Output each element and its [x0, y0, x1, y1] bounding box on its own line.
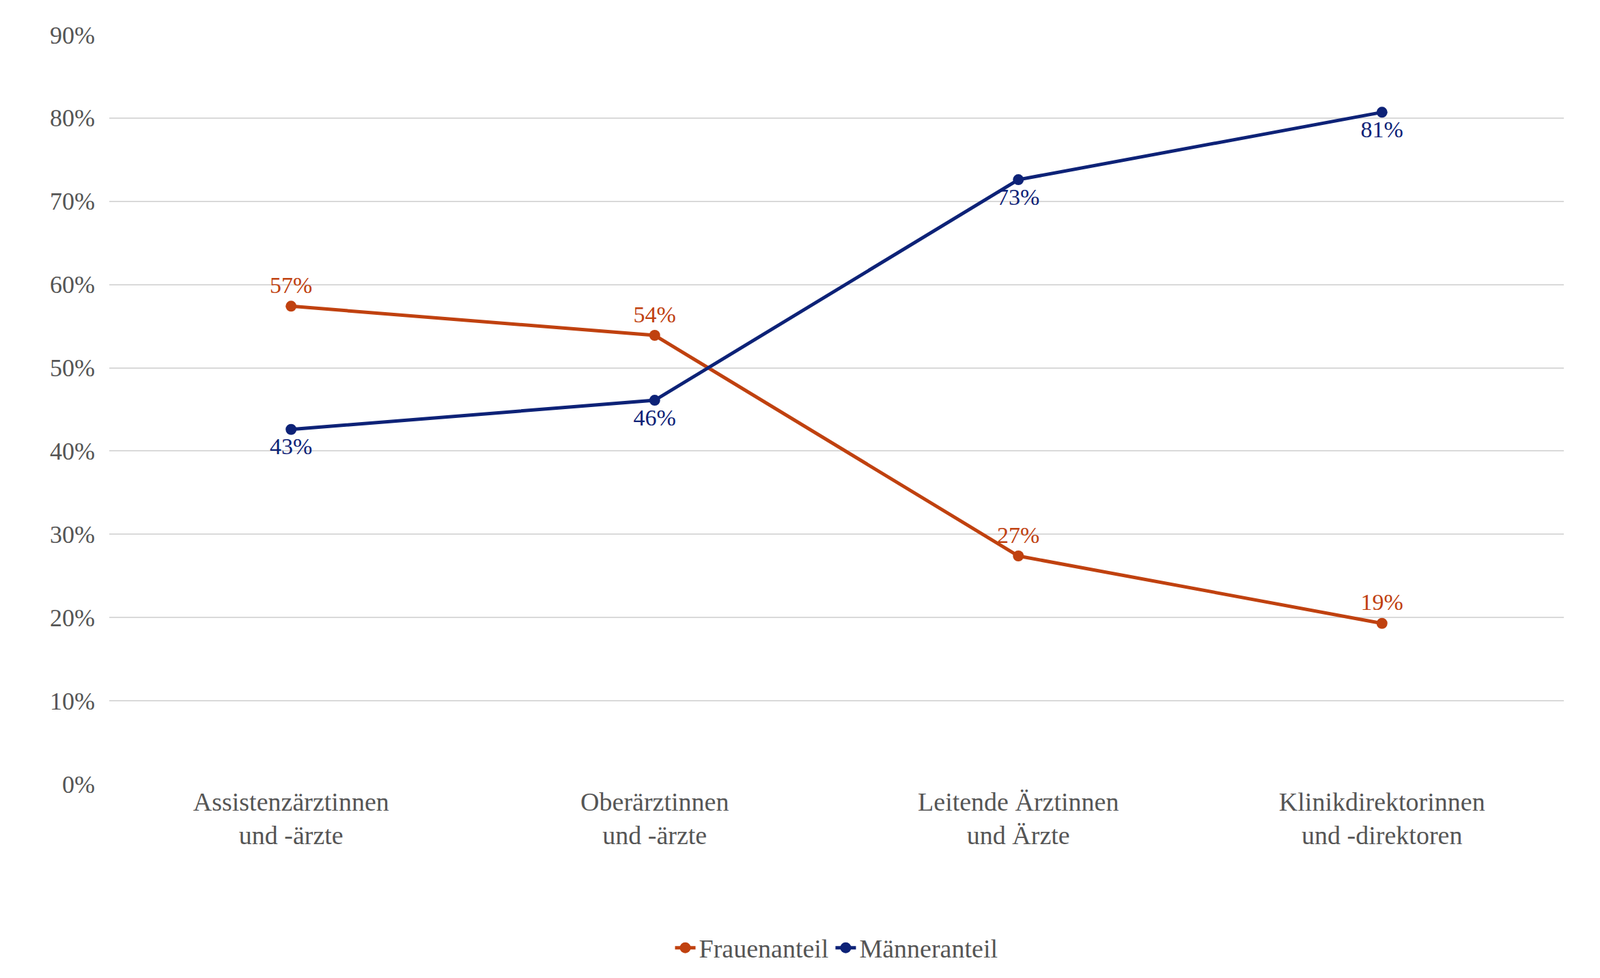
svg-text:10%: 10%: [49, 687, 95, 715]
svg-text:Oberärztinnenund -ärzte: Oberärztinnenund -ärzte: [580, 787, 729, 850]
svg-text:Männeranteil: Männeranteil: [859, 934, 998, 963]
svg-text:70%: 70%: [49, 187, 95, 216]
svg-text:73%: 73%: [997, 184, 1040, 210]
svg-text:20%: 20%: [49, 604, 95, 632]
svg-text:40%: 40%: [49, 437, 95, 466]
svg-text:0%: 0%: [62, 770, 95, 799]
svg-text:Leitende Ärztinnenund Ärzte: Leitende Ärztinnenund Ärzte: [917, 787, 1119, 850]
svg-text:81%: 81%: [1360, 116, 1404, 143]
svg-text:Frauenanteil: Frauenanteil: [699, 934, 830, 963]
svg-text:50%: 50%: [49, 354, 95, 382]
svg-text:43%: 43%: [269, 433, 313, 459]
svg-text:80%: 80%: [49, 104, 95, 132]
svg-text:27%: 27%: [997, 522, 1040, 548]
svg-text:57%: 57%: [269, 272, 313, 298]
svg-text:90%: 90%: [49, 21, 95, 50]
svg-text:60%: 60%: [49, 271, 95, 299]
svg-text:Klinikdirektorinnenund -direkt: Klinikdirektorinnenund -direktoren: [1279, 787, 1486, 850]
svg-text:Assistenzärztinnenund -ärzte: Assistenzärztinnenund -ärzte: [193, 787, 390, 850]
svg-text:46%: 46%: [633, 404, 677, 431]
svg-text:30%: 30%: [49, 521, 95, 549]
svg-text:19%: 19%: [1360, 589, 1404, 615]
svg-text:54%: 54%: [633, 301, 677, 328]
